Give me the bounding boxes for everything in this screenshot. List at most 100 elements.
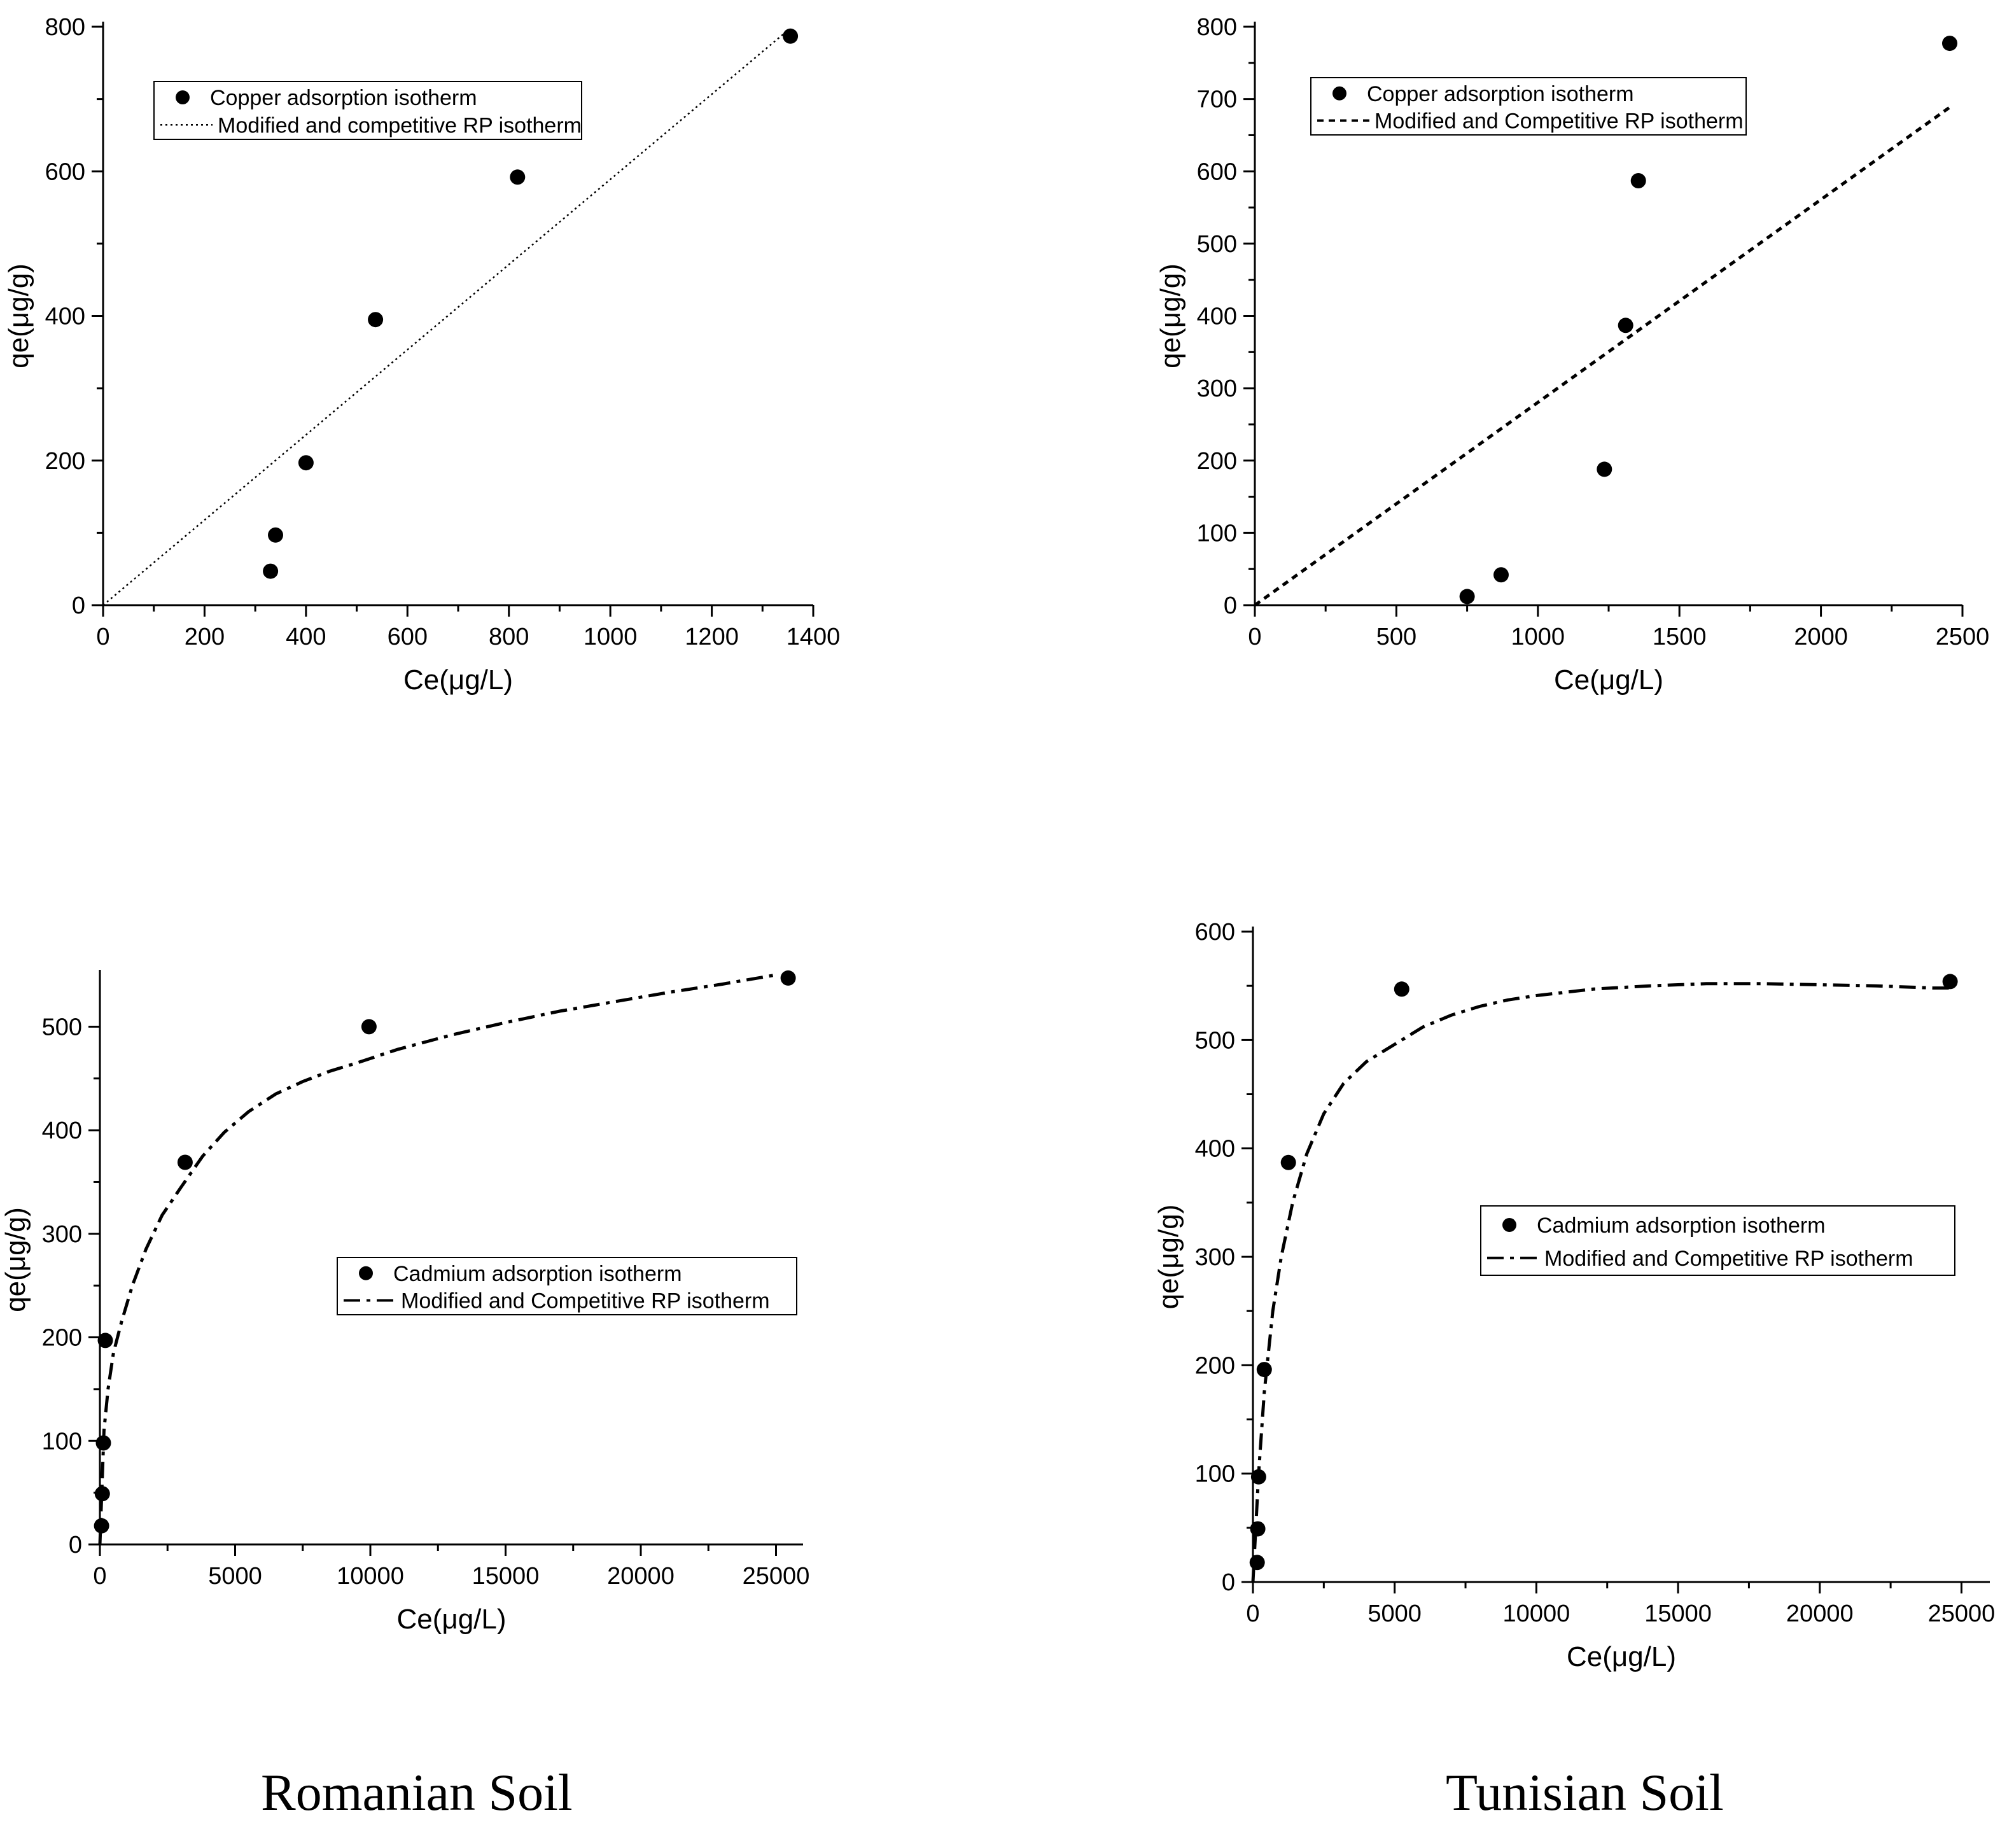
legend-point-symbol [359, 1266, 373, 1280]
x-tick-label: 10000 [337, 1563, 404, 1590]
x-tick-label: 1200 [685, 624, 739, 650]
data-point [1459, 589, 1475, 605]
isotherm-fit-line [1254, 104, 1952, 607]
y-tick-label: 400 [1195, 1136, 1235, 1163]
data-point [361, 1019, 377, 1035]
x-tick-label: 800 [489, 624, 529, 650]
legend-entry-line: Modified and Competitive RP isotherm [1544, 1247, 1913, 1271]
legend-box [337, 1257, 797, 1315]
data-point [1597, 461, 1612, 477]
legend-entry-points: Cadmium adsorption isotherm [1537, 1214, 1826, 1238]
x-tick-label: 15000 [1644, 1600, 1712, 1627]
x-axis-title: Ce(μg/L) [1567, 1641, 1676, 1672]
y-tick-label: 200 [42, 1325, 82, 1352]
data-point [1250, 1521, 1266, 1537]
x-tick-label: 1000 [584, 624, 638, 650]
y-tick-label: 300 [1197, 375, 1237, 402]
legend-entry-points: Copper adsorption isotherm [210, 86, 477, 110]
y-tick-label: 0 [69, 1532, 82, 1558]
y-tick-label: 400 [42, 1117, 82, 1144]
x-tick-label: 20000 [607, 1563, 675, 1590]
legend-entry-line: Modified and Competitive RP isotherm [401, 1289, 770, 1313]
y-tick-label: 600 [1195, 919, 1235, 946]
y-tick-label: 200 [45, 448, 85, 475]
x-tick-label: 0 [1246, 1600, 1259, 1627]
legend-entry-line: Modified and Competitive RP isotherm [1374, 109, 1744, 134]
x-tick-label: 5000 [1367, 1600, 1422, 1627]
x-tick-label: 20000 [1786, 1600, 1854, 1627]
isotherm-fit-line [1251, 982, 1954, 1583]
y-tick-label: 0 [1222, 1569, 1235, 1596]
chart-romanian-cadmium: 0 5000 10000 15000 20000 25000 0 100 200 300 400 50… [0, 970, 809, 1635]
legend-entry-points: Cadmium adsorption isotherm [393, 1262, 682, 1286]
x-axis-title: Ce(μg/L) [403, 664, 513, 696]
data-point [783, 28, 799, 44]
y-axis-title: qe(μg/g) [3, 263, 34, 368]
y-tick-label: 300 [1195, 1244, 1235, 1271]
x-tick-label: 0 [96, 624, 109, 650]
legend-entry-points: Copper adsorption isotherm [1367, 82, 1634, 106]
chart-tunisian-copper: 0 500 1000 1500 2000 2500 0 100 200 300 400 500 600 7… [1155, 14, 1989, 696]
data-point [1630, 173, 1646, 188]
x-tick-label: 25000 [743, 1563, 810, 1590]
chart-tunisian-cadmium: 0 5000 10000 15000 20000 25000 0 100 200 300 400 50… [1153, 919, 1995, 1672]
x-tick-label: 25000 [1928, 1600, 1996, 1627]
x-tick-label: 5000 [208, 1563, 262, 1590]
x-tick-label: 2000 [1794, 624, 1848, 650]
data-point [95, 1435, 111, 1451]
data-point [510, 169, 526, 185]
y-tick-label: 700 [1197, 87, 1237, 113]
x-tick-label: 2500 [1936, 624, 1990, 650]
legend-point-symbol [176, 90, 190, 105]
legend-point-symbol [1332, 86, 1346, 101]
x-tick-label: 0 [93, 1563, 106, 1590]
legend: Copper adsorption isotherm Modified and c… [153, 81, 582, 140]
x-tick-label: 1500 [1653, 624, 1707, 650]
data-point [1618, 318, 1633, 333]
data-point [1942, 974, 1958, 990]
data-point [1256, 1362, 1272, 1378]
y-tick-label: 800 [1197, 14, 1237, 41]
isotherm-fit-line [102, 29, 788, 606]
data-point [1250, 1469, 1266, 1485]
y-tick-label: 400 [1197, 304, 1237, 330]
data-point [94, 1486, 110, 1502]
y-tick-label: 800 [45, 14, 85, 41]
x-tick-label: 1000 [1511, 624, 1565, 650]
legend-entry-line: Modified and competitive RP isotherm [218, 113, 582, 137]
data-point [368, 312, 384, 328]
legend-box [1480, 1205, 1955, 1276]
data-point [1280, 1154, 1296, 1170]
y-tick-label: 300 [42, 1221, 82, 1248]
x-tick-label: 0 [1248, 624, 1261, 650]
data-point [177, 1154, 193, 1170]
y-tick-label: 100 [42, 1428, 82, 1455]
soil-label-tunisian: Tunisian Soil [1446, 1763, 1724, 1821]
legend: Cadmium adsorption isotherm Modified and … [337, 1257, 797, 1315]
y-tick-label: 200 [1195, 1352, 1235, 1379]
y-tick-label: 600 [1197, 158, 1237, 185]
y-tick-label: 0 [1224, 592, 1237, 619]
y-tick-label: 100 [1195, 1461, 1235, 1488]
y-tick-label: 500 [1195, 1027, 1235, 1054]
legend-box [153, 81, 582, 140]
data-point [1493, 567, 1509, 583]
x-tick-label: 10000 [1503, 1600, 1570, 1627]
data-point [97, 1333, 113, 1348]
legend: Copper adsorption isotherm Modified and C… [1310, 77, 1747, 136]
x-axis-title: Ce(μg/L) [396, 1604, 506, 1635]
chart-romanian-copper: 0 200 400 600 800 1000 1200 1400 0 200 400 600 800 Ce… [3, 14, 840, 696]
x-tick-label: 1400 [787, 624, 841, 650]
legend: Cadmium adsorption isotherm Modified and … [1480, 1205, 1955, 1276]
y-tick-label: 600 [45, 158, 85, 185]
y-axis-title: qe(μg/g) [1155, 263, 1186, 368]
x-tick-label: 15000 [472, 1563, 540, 1590]
x-tick-label: 500 [1376, 624, 1416, 650]
data-point [1394, 981, 1409, 997]
data-point [1942, 36, 1957, 52]
x-axis-title: Ce(μg/L) [1554, 664, 1663, 696]
data-point [263, 563, 279, 579]
x-tick-label: 400 [286, 624, 326, 650]
y-tick-label: 0 [72, 592, 85, 619]
data-point [1249, 1555, 1265, 1571]
